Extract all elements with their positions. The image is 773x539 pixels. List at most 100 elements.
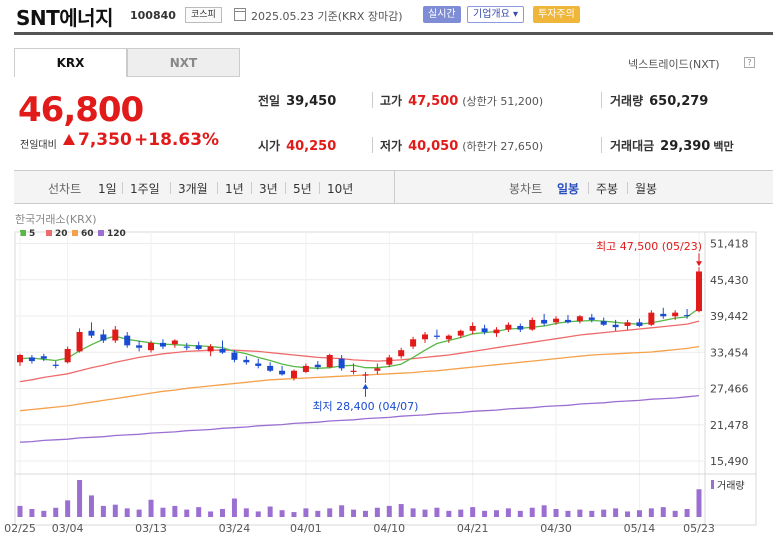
x-tick-label: 02/25: [4, 522, 36, 535]
line-chart-label[interactable]: 선차트: [48, 182, 82, 196]
change-percent: +18.63%: [134, 130, 220, 150]
period-separator: [217, 182, 218, 194]
x-tick-label: 04/21: [457, 522, 489, 535]
period-1d[interactable]: 1일: [98, 182, 117, 196]
period-3y[interactable]: 3년: [259, 182, 278, 196]
volume-bar: [196, 507, 202, 517]
candle-body: [267, 365, 274, 371]
legend-swatch: [72, 230, 78, 236]
volume-bar: [41, 510, 47, 517]
volume-bar: [172, 505, 178, 517]
candle-body: [302, 365, 309, 372]
legend-swatch: [20, 230, 26, 236]
candle-body: [481, 328, 488, 333]
period-1y[interactable]: 1년: [225, 182, 244, 196]
period-toolbar: 선차트 1일 1주일 3개월 1년 3년 5년 10년 봉차트 일봉 주봉 월봉: [14, 170, 773, 204]
candle-body: [636, 322, 643, 326]
candle-chart-label[interactable]: 봉차트: [509, 182, 543, 196]
volume-bar: [505, 508, 511, 517]
header-divider: [14, 32, 773, 35]
candle-body: [505, 324, 512, 330]
price-chart-svg: 한국거래소(KRX) 5 20 60 120 51,418 45,430 39,442 33,4…: [4, 213, 757, 535]
volume-bar: [458, 509, 464, 517]
stat-open: 시가 40,250: [258, 137, 336, 154]
volume-bar: [65, 500, 71, 517]
help-icon[interactable]: ?: [744, 57, 755, 68]
candle-daily[interactable]: 일봉: [557, 182, 580, 196]
stat-volume: 거래량 650,279: [610, 92, 708, 109]
stat-turnover: 거래대금 29,390 백만: [610, 137, 734, 154]
volume-bar: [541, 505, 547, 517]
volume-bar: [517, 510, 523, 517]
period-1w[interactable]: 1주일: [130, 182, 160, 196]
realtime-button[interactable]: 실시간: [423, 6, 461, 23]
volume-bar: [684, 508, 690, 517]
stat-divider: [372, 92, 373, 108]
volume-bar: [589, 510, 595, 517]
x-tick-label: 05/14: [624, 522, 656, 535]
candle-body: [112, 329, 119, 341]
period-separator: [122, 182, 123, 194]
volume-bar: [243, 508, 249, 517]
period-3m[interactable]: 3개월: [178, 182, 208, 196]
legend-swatch: [46, 230, 52, 236]
candle-body: [183, 346, 190, 348]
nextrade-link[interactable]: 넥스트레이드(NXT): [628, 58, 720, 71]
volume-bar: [410, 508, 416, 517]
company-overview-dropdown[interactable]: 기업개요 ▾: [467, 6, 524, 23]
candle-body: [64, 348, 71, 363]
candle-body: [588, 317, 595, 320]
volume-bar: [112, 504, 118, 517]
low-label: 저가: [380, 139, 403, 153]
candle-body: [553, 318, 560, 323]
stat-low: 저가 40,050 (하한가 27,650): [380, 137, 543, 154]
candle-body: [362, 374, 369, 376]
volume-bar: [577, 509, 583, 517]
candle-body: [88, 330, 95, 336]
volume-bar: [625, 511, 631, 517]
volume-bar: [648, 508, 654, 517]
volume-bar: [279, 510, 285, 517]
x-tick-label: 04/30: [540, 522, 572, 535]
stat-prev-close: 전일 39,450: [258, 92, 336, 109]
period-separator: [588, 182, 589, 194]
volume-bar: [565, 510, 571, 517]
volume-value: 650,279: [649, 94, 709, 109]
tab-nxt[interactable]: NXT: [127, 48, 240, 77]
turnover-value: 29,390: [660, 139, 711, 154]
ma20-line: [19, 320, 700, 383]
candle-weekly[interactable]: 주봉: [596, 182, 619, 196]
candle-body: [386, 357, 393, 365]
candle-body: [231, 352, 238, 360]
price-chart[interactable]: 한국거래소(KRX) 5 20 60 120 51,418 45,430 39,442 33,4…: [0, 205, 773, 539]
candle-body: [398, 350, 405, 357]
volume-bar: [362, 510, 368, 517]
volume-bar: [339, 505, 345, 517]
period-5y[interactable]: 5년: [293, 182, 312, 196]
tab-krx[interactable]: KRX: [14, 48, 127, 77]
volume-bar: [470, 507, 476, 517]
candle-body: [124, 335, 131, 346]
volume-bar: [696, 489, 702, 517]
candle-monthly[interactable]: 월봉: [635, 182, 658, 196]
candle-body: [40, 356, 47, 359]
period-10y[interactable]: 10년: [327, 182, 354, 196]
volume-bar: [184, 509, 190, 517]
y-tick-label: 21,478: [710, 419, 749, 432]
high-label: 고가: [380, 94, 403, 108]
current-price: 46,800: [18, 90, 144, 130]
candle-body: [52, 364, 59, 366]
volume-bar: [601, 509, 607, 517]
stat-divider: [372, 137, 373, 153]
candle-body: [243, 359, 250, 363]
y-tick-label: 51,418: [710, 238, 749, 251]
volume-bar: [374, 507, 380, 517]
high-annotation: 최고 47,500 (05/23): [596, 240, 702, 253]
candle-body: [148, 342, 155, 351]
volume-bar: [220, 508, 226, 517]
candle-body: [469, 325, 476, 331]
y-tick-label: 45,430: [710, 274, 749, 287]
investment-warning-badge[interactable]: 투자주의: [533, 6, 580, 23]
volume-bar: [88, 495, 94, 517]
candle-body: [290, 370, 297, 379]
